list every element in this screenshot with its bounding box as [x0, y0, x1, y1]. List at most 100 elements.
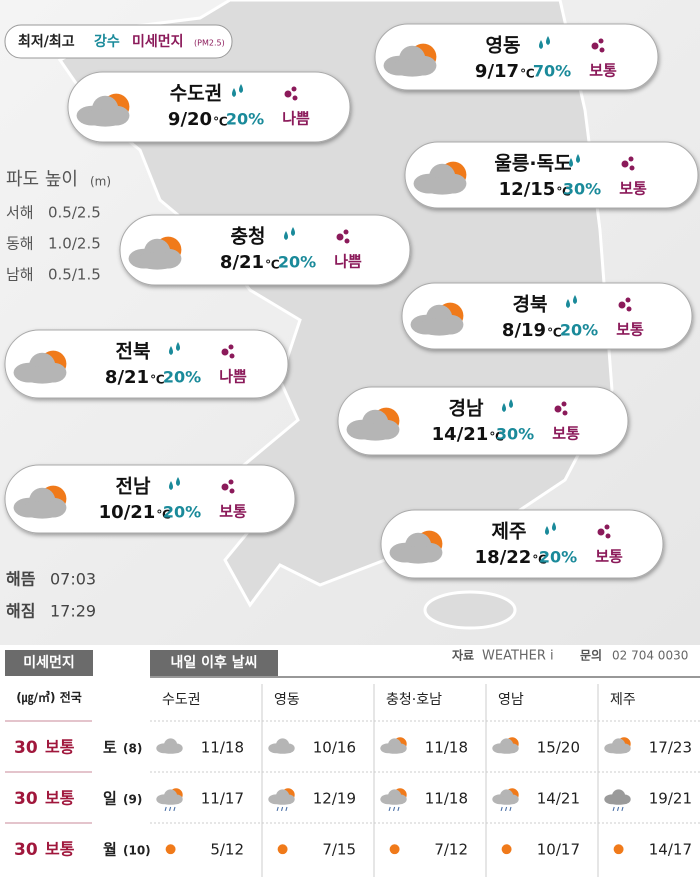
forecast-temp: 10/16 — [313, 739, 356, 757]
region-dust: 보통 — [595, 548, 623, 566]
cloud-part — [390, 59, 435, 77]
rain-icon — [176, 342, 180, 351]
dust-header — [5, 650, 93, 676]
rain-icon — [566, 299, 570, 308]
wave-value: 0.5/1.5 — [48, 266, 101, 284]
rain-drop — [500, 806, 503, 812]
dust-icon — [604, 524, 610, 530]
forecast-region: 제주 — [610, 692, 636, 708]
forecast-cell: 10/17 — [501, 841, 580, 859]
region-rain: 70% — [533, 62, 571, 81]
region-name: 울릉·독도 — [494, 153, 571, 175]
region-temp: 8/19 — [502, 320, 546, 341]
sunrise-time: 07:03 — [50, 570, 96, 589]
region-dust: 보통 — [219, 503, 247, 521]
forecast-cell: 7/12 — [389, 841, 468, 859]
region-card: 수도권 9/20 ℃20% 나쁨 — [67, 71, 351, 143]
contact-label: 문의 — [580, 648, 602, 663]
cloud-part — [383, 796, 406, 805]
forecast-cell: 10/16 — [268, 738, 356, 757]
rain-icon — [169, 481, 173, 490]
forecast-region: 충청·호남 — [386, 692, 442, 708]
region-temp: 8/21 — [105, 367, 149, 388]
forecast-temp: 12/19 — [313, 790, 356, 808]
cloud-part — [83, 109, 128, 127]
forecast-temp: 11/18 — [425, 739, 468, 757]
cloud-part — [383, 745, 406, 754]
forecast-cell: 7/15 — [277, 841, 356, 859]
date: (10) — [123, 844, 151, 858]
cloud-part — [20, 366, 65, 384]
temp-unit: ℃ — [265, 258, 280, 272]
dust-icon — [554, 405, 562, 413]
wave-title: 파도 높이 — [6, 169, 78, 190]
temp-unit: ℃ — [532, 553, 547, 567]
dust-icon — [562, 410, 568, 416]
region-dust: 보통 — [619, 180, 647, 198]
forecast-region: 영동 — [274, 692, 300, 708]
card-box — [67, 71, 351, 143]
temp-unit: ℃ — [520, 67, 535, 81]
dust-icon — [626, 306, 632, 312]
dust-icon — [629, 165, 635, 171]
region-rain: 20% — [163, 368, 201, 387]
dust-icon — [625, 297, 631, 303]
contact: 02 704 0030 — [612, 649, 688, 663]
cloud-part — [271, 796, 294, 805]
legend-rain: 강수 — [94, 33, 120, 50]
dust-icon — [221, 483, 229, 491]
forecast-region: 영남 — [498, 692, 524, 708]
temp-unit: ℃ — [547, 326, 562, 340]
card-box — [380, 509, 664, 579]
cloud-part — [159, 796, 182, 805]
legend-dust-unit: (PM2.5) — [194, 39, 225, 48]
day: 일 — [103, 790, 117, 808]
region-name: 충청 — [231, 226, 266, 248]
region-card: 경남 14/21 ℃30% 보통 — [337, 386, 629, 456]
wave-sea: 남해 — [6, 266, 34, 284]
cloud-part — [607, 796, 630, 805]
cloud-part — [495, 796, 518, 805]
rain-icon — [509, 399, 513, 408]
forecast-temp: 7/12 — [434, 841, 468, 859]
rain-drop — [173, 806, 176, 812]
region-card: 울릉·독도 12/15 ℃30% 보통 — [404, 141, 699, 209]
dust-grade: 보통 — [45, 789, 75, 808]
dust-icon — [221, 348, 229, 356]
region-temp: 18/22 — [475, 547, 532, 568]
wave-unit: (m) — [90, 175, 111, 189]
forecast-cell: 5/12 — [165, 841, 244, 859]
region-name: 경남 — [449, 398, 484, 420]
dust-value: 30 — [14, 789, 38, 809]
region-temp: 9/17 — [475, 61, 519, 82]
sun — [165, 844, 176, 855]
wave-value: 1.0/2.5 — [48, 235, 101, 253]
day: 월 — [103, 841, 117, 859]
cloud-part — [417, 318, 462, 336]
dust-icon — [599, 47, 605, 53]
dust-icon — [628, 156, 634, 162]
dust-icon — [229, 488, 235, 494]
card-box — [4, 464, 296, 534]
dust-icon — [618, 301, 626, 309]
region-card: 영동 9/17 ℃70% 보통 — [374, 23, 659, 91]
region-dust: 나쁨 — [219, 368, 247, 386]
rain-icon — [546, 36, 550, 45]
cloud-part — [353, 423, 398, 441]
wave-value: 0.5/2.5 — [48, 204, 101, 222]
sun — [389, 844, 400, 855]
temp-unit: ℃ — [213, 115, 228, 129]
dust-icon — [336, 233, 344, 241]
rain-drop — [397, 806, 400, 812]
forecast-temp: 15/20 — [537, 739, 580, 757]
forecast-cell: 12/19 — [268, 788, 356, 812]
sun — [277, 844, 288, 855]
dust-unit: (㎍/㎥) 전국 — [16, 690, 82, 706]
forecast-cell: 11/17 — [156, 788, 244, 812]
forecast-region: 수도권 — [162, 692, 201, 708]
rain-icon — [239, 84, 243, 93]
forecast-temp: 11/18 — [425, 790, 468, 808]
region-name: 수도권 — [170, 83, 222, 105]
legend: 최저/최고 강수 미세먼지 (PM2.5) — [4, 24, 233, 59]
